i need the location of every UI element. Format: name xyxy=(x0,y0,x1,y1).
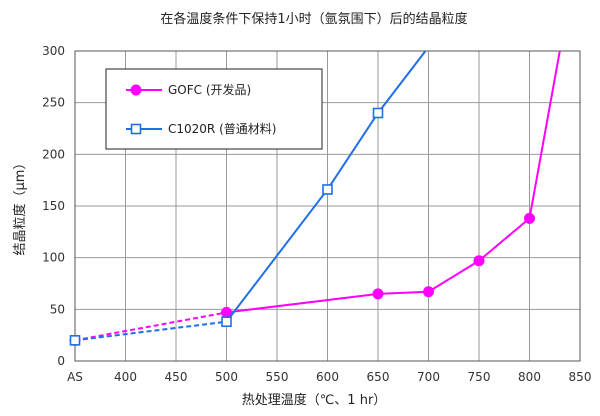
x-tick-label: 550 xyxy=(266,370,289,384)
y-tick-label: 100 xyxy=(42,251,65,265)
legend-swatch-marker xyxy=(130,123,142,135)
x-tick-label: 700 xyxy=(417,370,440,384)
series-1 xyxy=(75,51,427,342)
data-point xyxy=(524,212,535,224)
chart-title: 在各温度条件下保持1小时（氩氛围下）后的结晶粒度 xyxy=(160,11,467,27)
series-layer xyxy=(69,51,561,346)
x-tick-label: 750 xyxy=(468,370,491,384)
x-tick-label: 600 xyxy=(316,370,339,384)
x-tick-label: 400 xyxy=(114,370,137,384)
axis-ticks: AS 400 450 500 550 600 650 700 750 800 850 0 50 100 15… xyxy=(42,44,591,384)
data-point xyxy=(372,107,384,119)
x-tick-label: 850 xyxy=(569,370,592,384)
data-point xyxy=(322,184,333,195)
plot-frame xyxy=(74,50,581,362)
y-tick-label: 250 xyxy=(42,96,65,110)
series-dashed-line xyxy=(75,320,227,342)
x-tick-label: 650 xyxy=(367,370,390,384)
legend-swatch-marker xyxy=(130,84,142,96)
legend-box xyxy=(105,68,323,150)
x-tick-label: 450 xyxy=(165,370,188,384)
x-axis-title: 热处理温度（℃、1 hr） xyxy=(242,392,387,408)
x-tick-label: AS xyxy=(67,370,83,384)
y-tick-label: 50 xyxy=(50,302,65,316)
legend-label: GOFC (开发品) xyxy=(168,82,251,97)
data-point xyxy=(69,335,81,346)
legend-label: C1020R (普通材料) xyxy=(168,122,276,136)
x-tick-label: 800 xyxy=(518,370,541,384)
series-line xyxy=(225,51,427,323)
series-0 xyxy=(75,51,561,342)
y-tick-label: 150 xyxy=(42,199,65,213)
data-point xyxy=(423,286,434,298)
data-point xyxy=(473,255,485,267)
data-point xyxy=(221,316,232,328)
data-point xyxy=(372,288,384,300)
y-axis-title: 结晶粒度（μm） xyxy=(12,157,28,256)
y-tick-label: 200 xyxy=(42,147,65,161)
series-dashed-line xyxy=(75,311,227,342)
series-line xyxy=(226,51,561,314)
x-tick-label: 500 xyxy=(215,370,238,384)
legend: GOFC (开发品) C1020R (普通材料) xyxy=(105,68,323,150)
y-tick-label: 300 xyxy=(42,44,65,58)
grid xyxy=(75,51,580,361)
y-tick-label: 0 xyxy=(57,354,65,368)
